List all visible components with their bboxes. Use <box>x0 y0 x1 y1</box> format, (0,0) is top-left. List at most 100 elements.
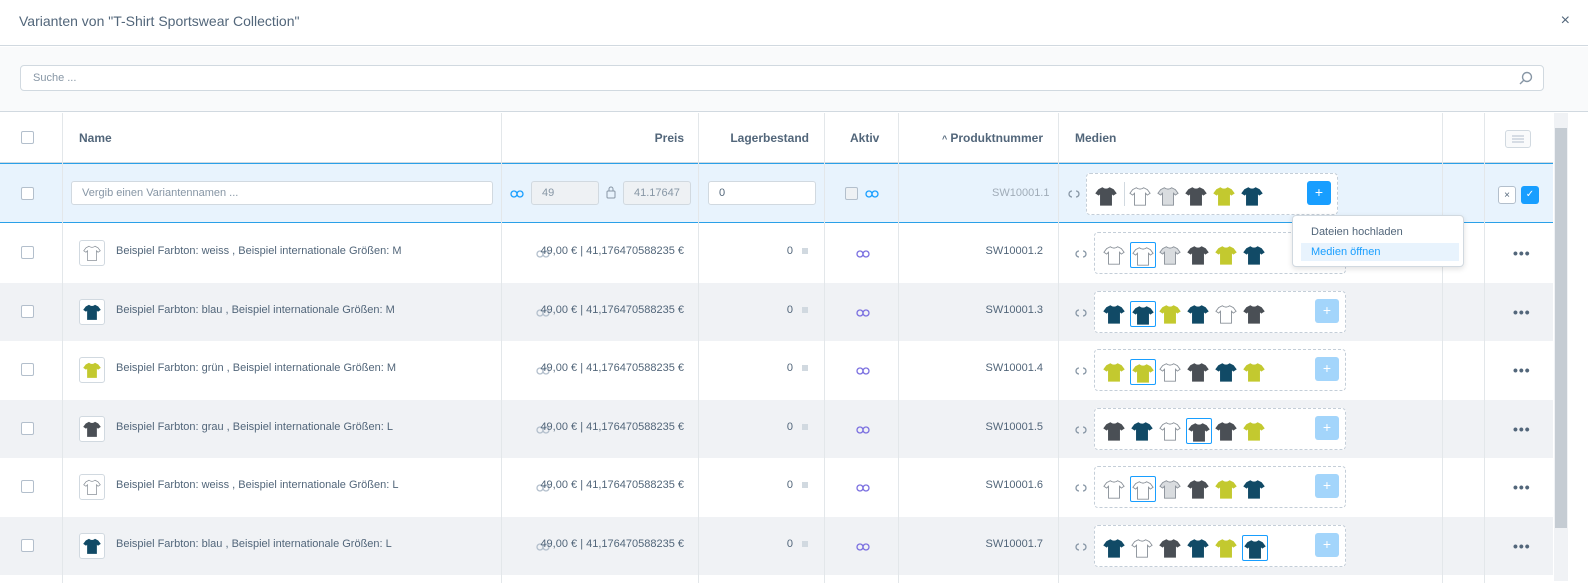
media-thumbnail[interactable] <box>1214 418 1240 444</box>
media-thumbnail[interactable] <box>1102 301 1128 327</box>
media-thumbnail[interactable] <box>1242 301 1268 327</box>
media-thumbnail[interactable] <box>1214 242 1240 268</box>
row-actions-button[interactable]: ••• <box>1513 245 1531 261</box>
row-actions-button[interactable]: ••• <box>1513 479 1531 495</box>
media-thumbnail[interactable] <box>1158 359 1184 385</box>
stock-input[interactable]: 0 <box>708 181 816 205</box>
link-icon[interactable] <box>856 365 870 379</box>
media-thumbnail[interactable] <box>1130 418 1156 444</box>
media-thumbnail[interactable] <box>1094 183 1120 209</box>
media-thumbnail[interactable] <box>1158 476 1184 502</box>
media-thumbnail[interactable] <box>1130 476 1156 502</box>
media-thumbnail[interactable] <box>1102 418 1128 444</box>
add-media-button[interactable]: + <box>1315 532 1339 557</box>
media-thumbnail[interactable] <box>1212 183 1238 209</box>
column-productnumber[interactable]: ^ Produktnummer <box>942 131 1043 145</box>
media-thumbnail[interactable] <box>1156 183 1182 209</box>
lock-icon[interactable] <box>606 186 616 199</box>
column-settings-button[interactable] <box>1505 130 1531 148</box>
variant-name[interactable]: Beispiel Farbton: weiss , Beispiel inter… <box>116 245 402 257</box>
media-thumbnail[interactable] <box>1128 183 1154 209</box>
media-thumbnail[interactable] <box>1102 359 1128 385</box>
column-stock[interactable]: Lagerbestand <box>730 131 809 145</box>
search-icon[interactable] <box>1519 71 1533 85</box>
media-thumbnail[interactable] <box>1240 183 1266 209</box>
row-checkbox[interactable] <box>21 304 34 318</box>
link-icon[interactable] <box>1074 541 1088 555</box>
save-button[interactable]: ✓ <box>1521 186 1539 204</box>
link-icon[interactable] <box>510 189 524 199</box>
link-icon[interactable] <box>536 541 550 555</box>
link-icon[interactable] <box>536 307 550 321</box>
media-thumbnail[interactable] <box>1130 300 1156 327</box>
link-icon[interactable] <box>536 365 550 379</box>
link-icon[interactable] <box>1074 424 1088 438</box>
media-box[interactable]: + <box>1086 173 1338 215</box>
add-media-button[interactable]: + <box>1315 474 1339 498</box>
variant-thumbnail[interactable] <box>79 474 105 500</box>
variant-thumbnail[interactable] <box>79 298 105 325</box>
link-icon[interactable] <box>856 482 870 496</box>
media-thumbnail[interactable] <box>1158 301 1184 327</box>
scrollbar-thumb[interactable] <box>1555 128 1567 528</box>
row-actions-button[interactable]: ••• <box>1513 362 1531 378</box>
media-thumbnail[interactable] <box>1186 359 1212 385</box>
column-price[interactable]: Preis <box>654 131 684 145</box>
media-thumbnail[interactable] <box>1186 301 1212 327</box>
media-thumbnail[interactable] <box>1242 359 1268 385</box>
row-checkbox[interactable] <box>21 480 34 493</box>
media-thumbnail[interactable] <box>1242 476 1268 502</box>
media-box[interactable]: + <box>1094 290 1346 333</box>
media-thumbnail[interactable] <box>1186 535 1212 561</box>
media-thumbnail[interactable] <box>1158 418 1184 444</box>
search-input[interactable] <box>21 66 1501 90</box>
media-thumbnail[interactable] <box>1214 535 1240 561</box>
add-media-button[interactable]: + <box>1315 357 1339 381</box>
link-icon[interactable] <box>865 189 879 199</box>
variant-name[interactable]: Beispiel Farbton: grün , Beispiel intern… <box>116 362 397 374</box>
link-icon[interactable] <box>856 248 870 262</box>
media-thumbnail[interactable] <box>1242 534 1268 561</box>
media-thumbnail[interactable] <box>1214 476 1240 502</box>
add-media-button[interactable]: + <box>1307 181 1331 205</box>
variant-name[interactable]: Beispiel Farbton: weiss , Beispiel inter… <box>116 479 399 491</box>
media-thumbnail[interactable] <box>1158 242 1184 268</box>
row-actions-button[interactable]: ••• <box>1513 420 1531 437</box>
media-thumbnail[interactable] <box>1186 417 1212 444</box>
column-active[interactable]: Aktiv <box>850 131 880 145</box>
price-net-input[interactable]: 41.17647 <box>623 181 691 205</box>
media-thumbnail[interactable] <box>1102 476 1128 502</box>
link-icon[interactable] <box>1074 307 1088 321</box>
row-actions-button[interactable]: ••• <box>1513 537 1531 554</box>
close-icon[interactable]: × <box>1560 12 1570 29</box>
media-thumbnail[interactable] <box>1186 476 1212 502</box>
link-icon[interactable] <box>536 482 550 496</box>
variant-thumbnail[interactable] <box>79 240 105 266</box>
row-checkbox[interactable] <box>21 246 34 259</box>
media-box[interactable]: + <box>1094 407 1346 450</box>
cancel-button[interactable]: × <box>1498 186 1516 204</box>
column-name[interactable]: Name <box>79 131 112 145</box>
media-thumbnail[interactable] <box>1214 359 1240 385</box>
variant-thumbnail[interactable] <box>79 357 105 383</box>
media-thumbnail[interactable] <box>1214 301 1240 327</box>
media-box[interactable]: + <box>1094 466 1346 508</box>
link-icon[interactable] <box>536 424 550 438</box>
variant-name[interactable]: Beispiel Farbton: blau , Beispiel intern… <box>116 537 392 550</box>
media-thumbnail[interactable] <box>1184 183 1210 209</box>
link-icon[interactable] <box>856 307 870 321</box>
variant-name[interactable]: Beispiel Farbton: grau , Beispiel intern… <box>116 420 393 433</box>
variant-thumbnail[interactable] <box>79 415 105 442</box>
media-thumbnail[interactable] <box>1130 535 1156 561</box>
table-row[interactable]: Beispiel Farbton: blau , Beispiel intern… <box>0 282 1553 341</box>
search-field[interactable] <box>20 65 1544 91</box>
row-checkbox[interactable] <box>21 363 34 376</box>
row-checkbox[interactable] <box>21 538 34 552</box>
link-icon[interactable] <box>1074 365 1088 379</box>
media-thumbnail[interactable] <box>1130 242 1156 268</box>
table-row[interactable]: Beispiel Farbton: blau , Beispiel intern… <box>0 516 1553 575</box>
variant-name[interactable]: Beispiel Farbton: blau , Beispiel intern… <box>116 303 395 316</box>
row-checkbox[interactable] <box>21 421 34 435</box>
table-row[interactable]: Beispiel Farbton: grau , Beispiel intern… <box>0 399 1553 458</box>
media-thumbnail[interactable] <box>1158 535 1184 561</box>
